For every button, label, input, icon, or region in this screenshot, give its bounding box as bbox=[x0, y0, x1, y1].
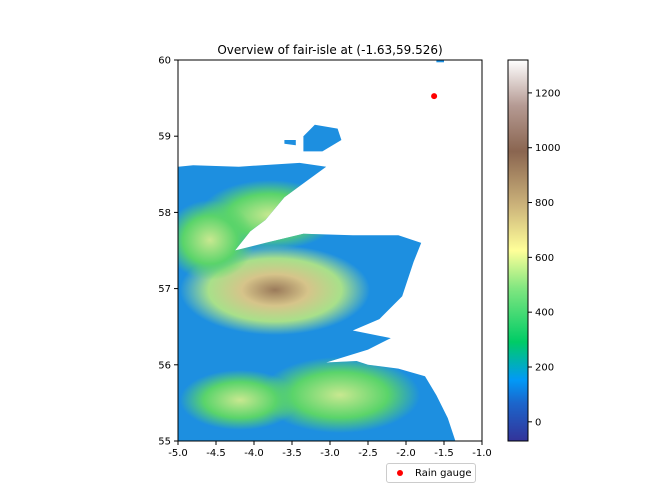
y-axis: 55 56 57 58 59 60 bbox=[158, 56, 178, 448]
colorbar-tick-label: 1000 bbox=[535, 143, 560, 154]
x-tick-label: -2.0 bbox=[396, 448, 416, 459]
x-tick-label: -3.5 bbox=[282, 448, 302, 459]
colorbar-gradient bbox=[508, 60, 528, 441]
y-tick-label: 57 bbox=[158, 284, 171, 295]
island-2 bbox=[436, 60, 444, 63]
colorbar-frame bbox=[507, 59, 529, 442]
x-tick-label: -4.0 bbox=[244, 448, 264, 459]
x-axis: -5.0 -4.5 -4.0 -3.5 -3.0 -2.5 -2.0 -1.5 -1.0 bbox=[168, 441, 492, 459]
x-tick-label: -4.5 bbox=[206, 448, 226, 459]
x-tick-label: -3.0 bbox=[320, 448, 340, 459]
colorbar-tick-label: 200 bbox=[535, 362, 554, 373]
legend-marker bbox=[397, 470, 403, 476]
x-tick-label: -1.0 bbox=[472, 448, 492, 459]
y-tick-label: 56 bbox=[158, 360, 171, 371]
island-0 bbox=[303, 124, 342, 152]
colorbar: 0 200 400 600 800 1000 1200 bbox=[507, 59, 560, 442]
colorbar-tick-label: 0 bbox=[535, 417, 541, 428]
gauge-layer bbox=[431, 93, 438, 100]
rain-gauge-marker[interactable] bbox=[431, 93, 438, 100]
colorbar-tick-label: 400 bbox=[535, 308, 554, 319]
y-tick-label: 59 bbox=[158, 132, 171, 143]
colorbar-tick-label: 800 bbox=[535, 198, 554, 209]
legend-label: Rain gauge bbox=[415, 467, 472, 479]
island-1 bbox=[284, 140, 296, 146]
y-tick-label: 60 bbox=[158, 56, 171, 67]
colorbar-ticks: 0 200 400 600 800 1000 1200 bbox=[528, 88, 560, 428]
x-tick-label: -5.0 bbox=[168, 448, 188, 459]
x-tick-label: -1.5 bbox=[434, 448, 454, 459]
colorbar-tick-label: 600 bbox=[535, 253, 554, 264]
y-tick-label: 58 bbox=[158, 208, 171, 219]
map-plot-area[interactable] bbox=[165, 60, 482, 441]
x-tick-label: -2.5 bbox=[358, 448, 378, 459]
y-tick-label: 55 bbox=[158, 437, 171, 448]
colorbar-tick-label: 1200 bbox=[535, 88, 560, 99]
map-title: Overview of fair-isle at (-1.63,59.526) bbox=[217, 43, 442, 57]
legend: Rain gauge bbox=[386, 463, 476, 483]
